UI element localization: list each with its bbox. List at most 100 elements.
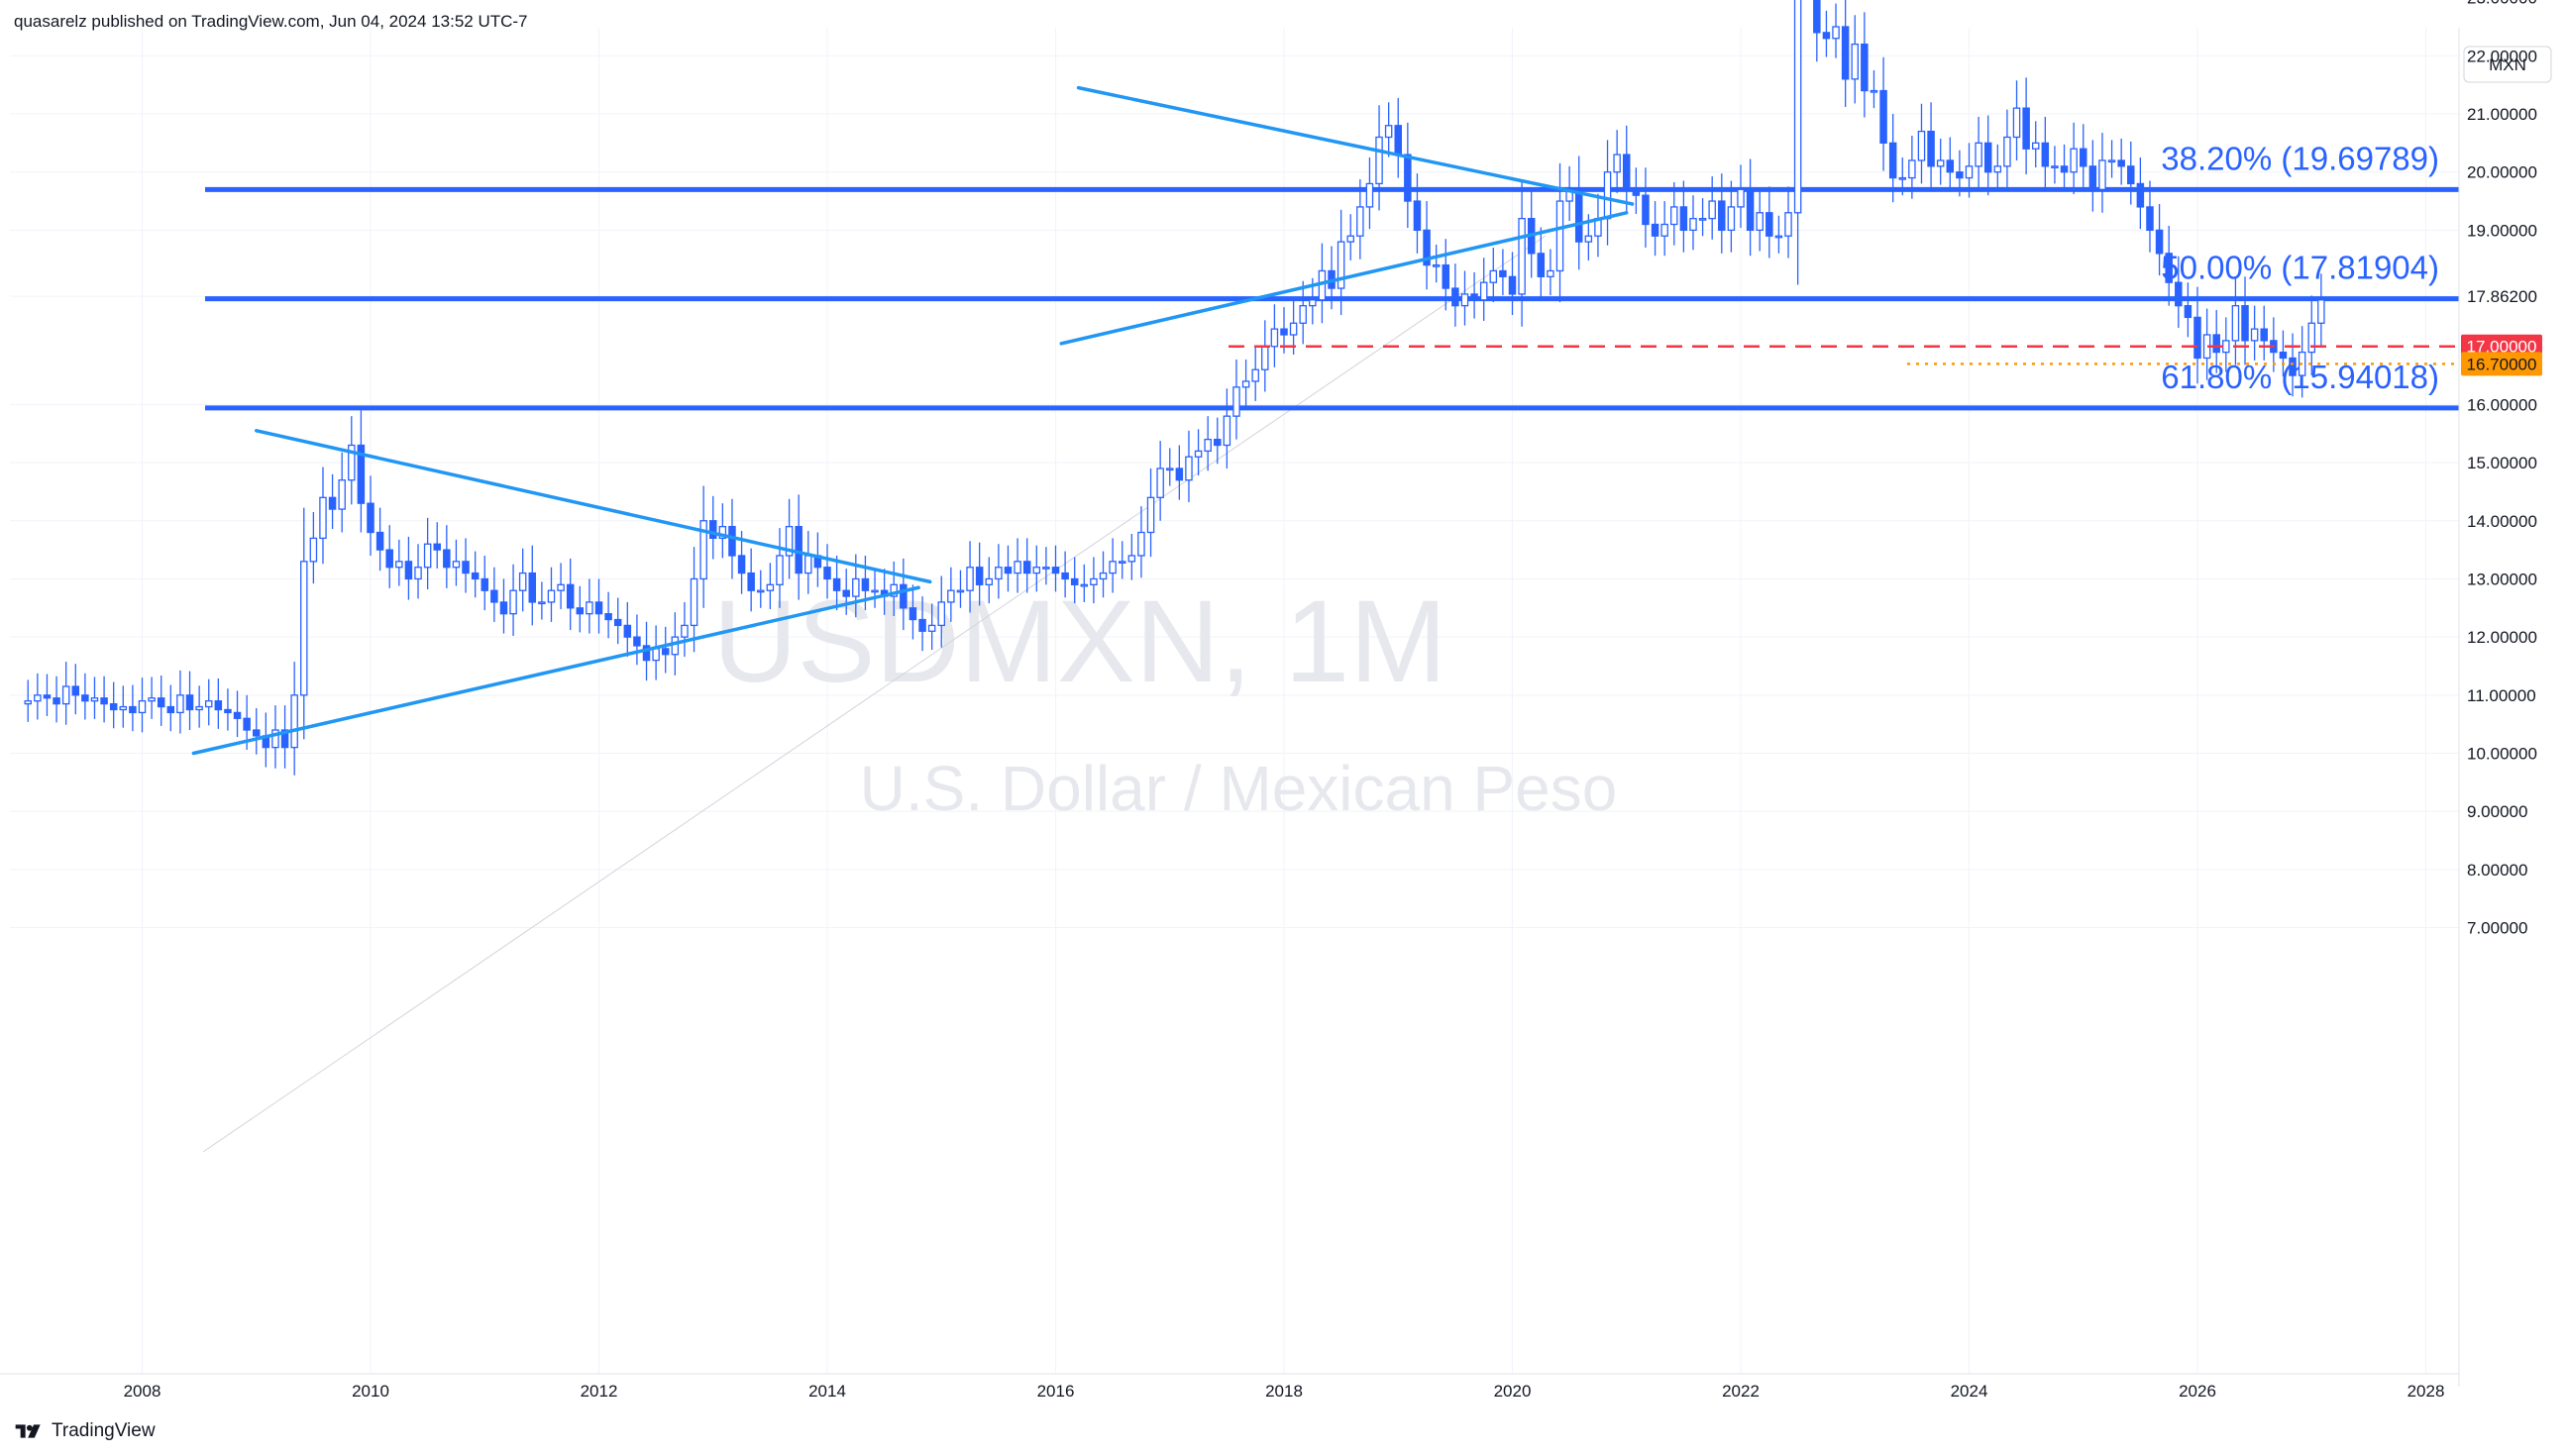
candle-body [1670, 206, 1678, 226]
footer[interactable]: TradingView [14, 1420, 156, 1442]
y-tick-label: 19.00000 [2467, 221, 2537, 240]
y-tick-label: 11.00000 [2467, 686, 2536, 705]
candle-body [1718, 200, 1726, 232]
x-tick-label: 2016 [1037, 1382, 1075, 1401]
candle-body [2136, 182, 2145, 208]
candle-body [842, 589, 850, 597]
candle-body [443, 549, 451, 569]
candle-body [224, 708, 232, 714]
candle-body [1479, 281, 1488, 301]
trend-line-upper-triangle-2009[interactable] [255, 429, 932, 584]
candle-body [1442, 263, 1450, 289]
candle-body [2289, 357, 2297, 376]
y-tick-label: 10.00000 [2467, 745, 2537, 764]
candle-body [1156, 468, 1164, 498]
candle-body [81, 694, 89, 702]
candle-body [1727, 206, 1736, 232]
candle-body [1765, 212, 1773, 237]
candle-body [2155, 229, 2164, 255]
candle-body [642, 645, 651, 662]
candle-body [100, 697, 108, 705]
candle-body [423, 543, 432, 569]
candle-body [681, 624, 689, 638]
candle-body [1289, 322, 1298, 336]
candle-body [357, 444, 366, 504]
candle-body [1241, 380, 1250, 388]
x-tick-label: 2008 [124, 1382, 161, 1401]
candle-body [538, 601, 546, 605]
candle-body [1822, 32, 1831, 40]
candle-body [2250, 328, 2259, 342]
candle-body [1632, 188, 1641, 196]
y-tick-label: 14.00000 [2467, 512, 2537, 531]
candle-body [2279, 351, 2288, 360]
trend-line-upper-triangle-2016[interactable] [1076, 85, 1635, 206]
candle-body [1118, 561, 1126, 565]
price-badge-label: 16.70000 [2467, 355, 2537, 373]
candle-body [861, 577, 870, 591]
price-badge-orange[interactable] [2461, 352, 2542, 376]
candle-body [576, 607, 585, 615]
candle-body [1251, 368, 1259, 382]
candle-body [1356, 206, 1364, 237]
candle-body [1337, 241, 1345, 289]
candle-body [1793, 0, 1802, 214]
candle-body [2098, 159, 2106, 190]
candle-body [547, 589, 556, 603]
candle-body [1470, 293, 1478, 301]
candle-body [2051, 165, 2059, 168]
candle-body [490, 589, 498, 603]
candle-body [1623, 154, 1631, 190]
y-tick-label: 15.00000 [2467, 454, 2537, 472]
x-tick-label: 2018 [1265, 1382, 1303, 1401]
candle-body [1365, 182, 1374, 208]
candle-body [138, 700, 147, 714]
candle-body [1660, 223, 1668, 237]
candle-body [1898, 176, 1907, 180]
candle-body [1423, 229, 1431, 266]
candle-body [1090, 577, 1098, 585]
candle-body [2012, 107, 2021, 139]
candle-body [243, 717, 251, 731]
candle-body [766, 583, 775, 591]
candle-body [328, 496, 337, 510]
candle-body [1547, 269, 1554, 277]
candle-body [148, 697, 156, 702]
candle-body [1813, 0, 1821, 34]
candle-body [61, 685, 70, 705]
trend-lines[interactable] [191, 85, 1635, 756]
candle-body [71, 685, 80, 696]
candle-body [1004, 567, 1013, 574]
candle-body [832, 577, 841, 591]
y-tick-label: 12.00000 [2467, 628, 2537, 647]
candle-body [747, 572, 755, 591]
watermark-symbol: USDMXN, 1M [713, 576, 1447, 707]
candle-body [1413, 200, 1422, 232]
x-tick-label: 2026 [2179, 1382, 2216, 1401]
fib-level-label: 50.00% (17.81904) [2161, 250, 2439, 286]
candle-body [300, 561, 308, 696]
candle-body [271, 729, 279, 749]
trend-line-lower-triangle-2016[interactable] [1059, 211, 1629, 346]
currency-label-box[interactable]: MXN [2463, 46, 2552, 83]
candle-body [1603, 171, 1612, 220]
candle-body [1756, 212, 1764, 232]
candle-body [90, 697, 99, 702]
candle-body [452, 561, 461, 569]
candle-body [699, 520, 707, 580]
candle-body [109, 702, 118, 711]
candle-body [1708, 200, 1716, 220]
candle-body [1175, 468, 1184, 481]
trend-line-lower-triangle-2009[interactable] [191, 585, 920, 756]
candle-body [1432, 263, 1441, 267]
candle-body [509, 589, 517, 615]
candle-body [309, 537, 318, 563]
candle-body [566, 583, 575, 609]
candle-body [1042, 567, 1050, 570]
candle-body [1223, 415, 1231, 447]
candle-body [604, 613, 612, 621]
y-tick-label: 21.00000 [2467, 105, 2537, 124]
candle-body [1927, 130, 1935, 167]
